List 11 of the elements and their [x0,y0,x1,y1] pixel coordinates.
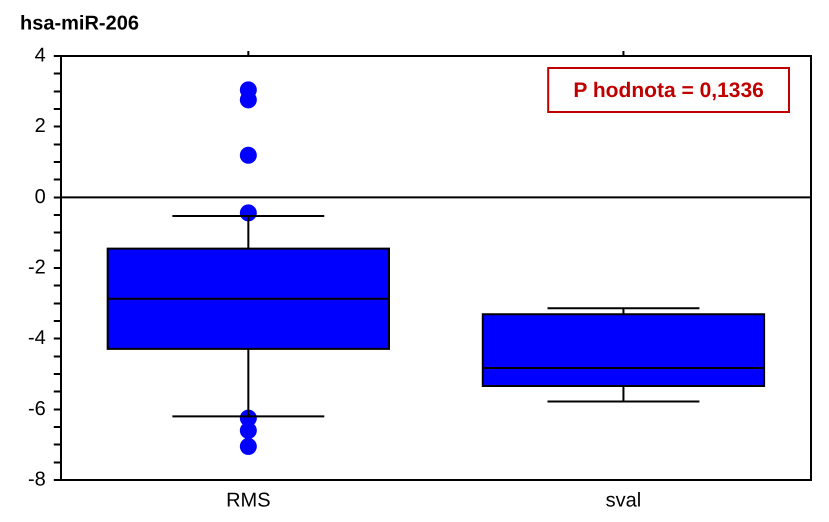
y-tick-label: 4 [34,44,46,67]
y-tick-label: 2 [34,115,46,138]
y-tick-label: -2 [28,256,46,279]
chart-title: hsa-miR-206 [20,12,139,35]
y-tick-label: -8 [28,468,46,491]
y-tick-label: 0 [34,186,46,208]
annotation: P hodnota = 0,1336 [573,78,764,102]
y-tick-label: -6 [28,398,46,420]
y-tick-label: -4 [28,327,46,350]
x-tick-label: RMS [226,490,271,512]
x-tick-label: sval [606,490,642,512]
